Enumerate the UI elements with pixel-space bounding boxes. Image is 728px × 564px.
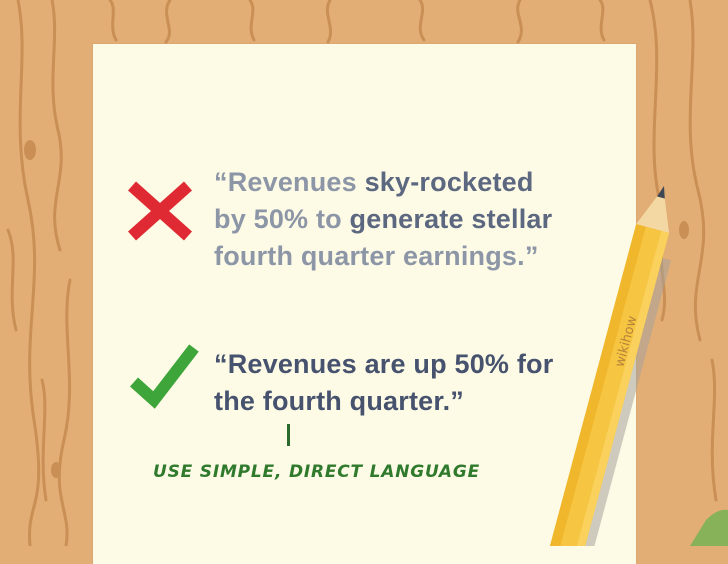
bad-example-quote: “Revenues sky-rocketed by 50% to generat…	[214, 164, 614, 275]
good-example-quote: “Revenues are up 50% for the fourth quar…	[214, 346, 614, 420]
caption: USE SIMPLE, DIRECT LANGUAGE	[153, 462, 481, 482]
red-cross-icon	[128, 181, 192, 241]
bad-quote-text: fourth quarter earnings.”	[214, 241, 539, 271]
wood-table-background	[6, 0, 718, 546]
good-quote-line: the fourth quarter.”	[214, 386, 465, 416]
green-check-icon	[129, 344, 199, 409]
bad-quote-emphasis: sky-rocketed	[364, 167, 534, 197]
bad-quote-text: by 50% to	[214, 204, 350, 234]
text-cursor	[287, 424, 290, 446]
pencil-icon: wikihow	[537, 186, 728, 546]
good-quote-line: “Revenues are up 50% for	[214, 349, 554, 379]
illustration: “Revenues sky-rocketed by 50% to generat…	[6, 0, 728, 564]
paper-sheet	[93, 44, 636, 564]
bad-quote-text: “Revenues	[214, 167, 365, 197]
bad-quote-emphasis: generate stellar	[349, 204, 553, 234]
